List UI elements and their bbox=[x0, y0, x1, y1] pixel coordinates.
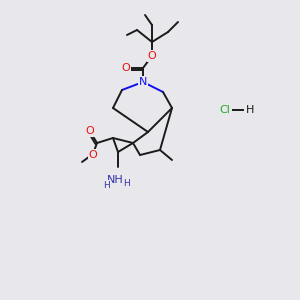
Text: O: O bbox=[122, 63, 130, 73]
Text: H: H bbox=[103, 181, 110, 190]
Text: O: O bbox=[88, 150, 98, 160]
Text: H: H bbox=[123, 178, 129, 188]
Text: Cl: Cl bbox=[220, 105, 230, 115]
Text: H: H bbox=[246, 105, 254, 115]
Text: O: O bbox=[148, 51, 156, 61]
Text: N: N bbox=[139, 77, 147, 87]
Text: NH: NH bbox=[106, 175, 123, 185]
Text: O: O bbox=[85, 126, 94, 136]
